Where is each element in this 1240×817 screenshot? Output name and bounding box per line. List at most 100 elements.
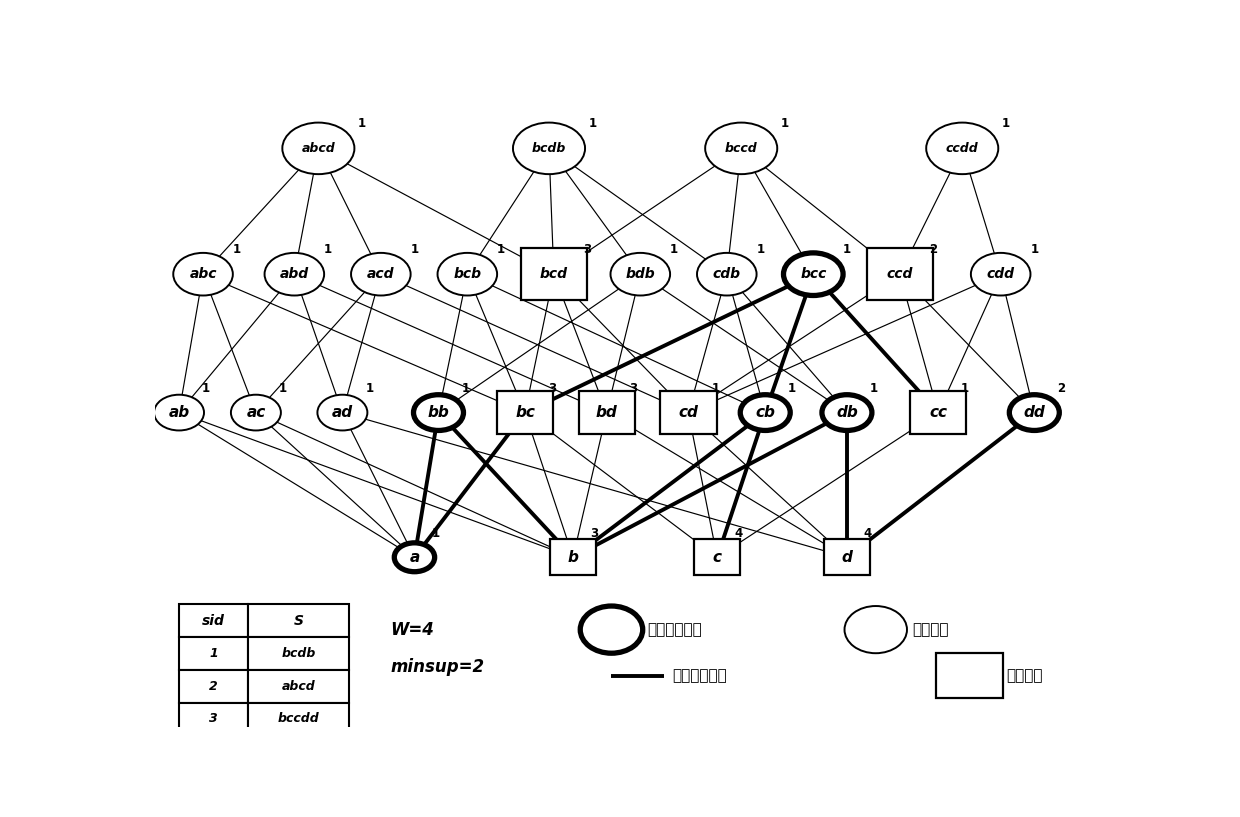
Text: 1: 1 xyxy=(202,382,210,395)
FancyBboxPatch shape xyxy=(179,703,248,735)
Ellipse shape xyxy=(844,606,906,654)
FancyBboxPatch shape xyxy=(521,248,587,300)
Ellipse shape xyxy=(784,253,843,296)
Text: bccd: bccd xyxy=(725,142,758,155)
Ellipse shape xyxy=(706,123,777,174)
Text: 1: 1 xyxy=(1002,117,1009,130)
Text: bcc: bcc xyxy=(800,267,827,281)
Ellipse shape xyxy=(351,253,410,296)
Text: bc: bc xyxy=(515,405,534,420)
Text: cdb: cdb xyxy=(713,267,740,281)
Text: b: b xyxy=(568,550,579,565)
Text: 1: 1 xyxy=(324,243,332,256)
Text: abcd: abcd xyxy=(281,680,315,693)
Text: 1: 1 xyxy=(780,117,789,130)
Text: ad: ad xyxy=(332,405,353,420)
Text: abc: abc xyxy=(190,267,217,281)
Text: 1: 1 xyxy=(670,243,678,256)
Text: 最小稀有模式: 最小稀有模式 xyxy=(647,622,702,637)
Text: ccdd: ccdd xyxy=(946,142,978,155)
Text: 3: 3 xyxy=(630,382,637,395)
Text: W=4: W=4 xyxy=(391,621,434,639)
Ellipse shape xyxy=(231,395,281,431)
Ellipse shape xyxy=(971,253,1030,296)
FancyBboxPatch shape xyxy=(867,248,932,300)
FancyBboxPatch shape xyxy=(579,391,635,435)
Text: 1: 1 xyxy=(756,243,765,256)
Text: cdd: cdd xyxy=(987,267,1014,281)
Text: 1: 1 xyxy=(366,382,373,395)
Text: 1: 1 xyxy=(233,243,241,256)
Text: acd: acd xyxy=(367,267,394,281)
FancyBboxPatch shape xyxy=(179,670,248,703)
Text: c: c xyxy=(713,550,722,565)
FancyBboxPatch shape xyxy=(910,391,966,435)
Text: a: a xyxy=(409,550,419,565)
FancyBboxPatch shape xyxy=(179,637,248,670)
Text: 4: 4 xyxy=(864,527,872,540)
Text: 稀有模式: 稀有模式 xyxy=(911,622,949,637)
FancyBboxPatch shape xyxy=(936,653,1003,699)
Text: 1: 1 xyxy=(789,382,796,395)
Text: 1: 1 xyxy=(1030,243,1038,256)
Text: ccd: ccd xyxy=(887,267,913,281)
Text: sid: sid xyxy=(202,614,224,627)
Ellipse shape xyxy=(1009,395,1059,431)
FancyBboxPatch shape xyxy=(660,391,717,435)
Ellipse shape xyxy=(580,606,642,654)
Text: 1: 1 xyxy=(357,117,366,130)
Ellipse shape xyxy=(413,395,464,431)
Text: ac: ac xyxy=(247,405,265,420)
Text: bccdd: bccdd xyxy=(278,712,320,725)
Text: 3: 3 xyxy=(583,243,591,256)
Ellipse shape xyxy=(740,395,790,431)
Ellipse shape xyxy=(154,395,205,431)
FancyBboxPatch shape xyxy=(248,703,350,735)
FancyBboxPatch shape xyxy=(823,539,870,575)
Text: bcdb: bcdb xyxy=(281,647,316,660)
Ellipse shape xyxy=(394,542,435,572)
Text: 1: 1 xyxy=(843,243,851,256)
Text: d: d xyxy=(842,550,852,565)
Text: cc: cc xyxy=(929,405,947,420)
Text: 1: 1 xyxy=(279,382,286,395)
Ellipse shape xyxy=(438,253,497,296)
FancyBboxPatch shape xyxy=(248,637,350,670)
Text: 3: 3 xyxy=(210,712,218,725)
Ellipse shape xyxy=(822,395,872,431)
Text: 1: 1 xyxy=(432,527,440,540)
Text: S: S xyxy=(294,614,304,627)
Text: bb: bb xyxy=(428,405,449,420)
Text: 1: 1 xyxy=(461,382,470,395)
Text: 1: 1 xyxy=(588,117,596,130)
FancyBboxPatch shape xyxy=(497,391,553,435)
FancyBboxPatch shape xyxy=(179,605,248,637)
Text: bdb: bdb xyxy=(625,267,655,281)
Text: cd: cd xyxy=(678,405,698,420)
Text: 频繁模式: 频繁模式 xyxy=(1007,668,1043,683)
Text: 1: 1 xyxy=(410,243,419,256)
Ellipse shape xyxy=(610,253,670,296)
Text: db: db xyxy=(836,405,858,420)
Text: 1: 1 xyxy=(210,647,218,660)
Ellipse shape xyxy=(697,253,756,296)
Text: 2: 2 xyxy=(1058,382,1065,395)
FancyBboxPatch shape xyxy=(694,539,740,575)
Text: minsup=2: minsup=2 xyxy=(391,659,485,676)
Text: 2: 2 xyxy=(210,680,218,693)
Text: 2: 2 xyxy=(929,243,937,256)
Text: 最小稀有边界: 最小稀有边界 xyxy=(672,668,727,683)
Text: 4: 4 xyxy=(734,527,743,540)
Text: 1: 1 xyxy=(497,243,505,256)
Ellipse shape xyxy=(283,123,355,174)
Ellipse shape xyxy=(513,123,585,174)
FancyBboxPatch shape xyxy=(549,539,596,575)
Text: 3: 3 xyxy=(548,382,556,395)
FancyBboxPatch shape xyxy=(248,670,350,703)
Ellipse shape xyxy=(174,253,233,296)
Text: bcdb: bcdb xyxy=(532,142,567,155)
Text: dd: dd xyxy=(1023,405,1045,420)
Text: 1: 1 xyxy=(961,382,970,395)
Ellipse shape xyxy=(264,253,324,296)
FancyBboxPatch shape xyxy=(248,605,350,637)
